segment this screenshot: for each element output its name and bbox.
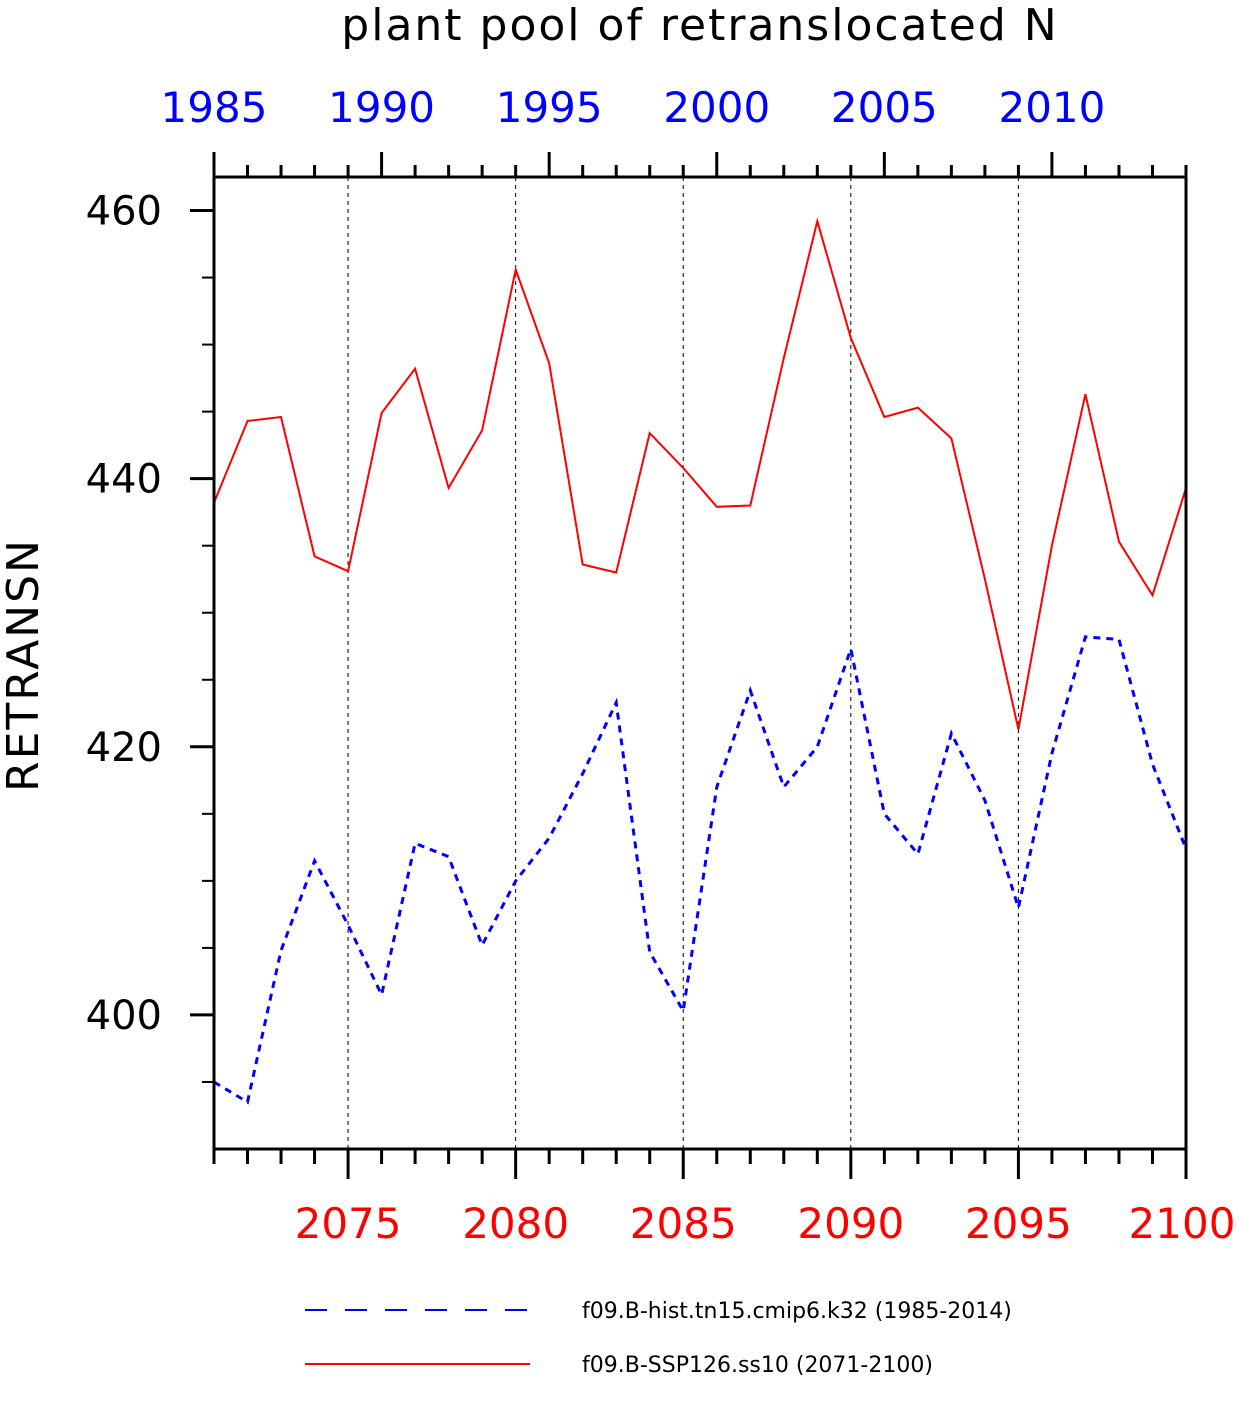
top-tick-label: 1995	[496, 83, 603, 132]
top-tick-label: 2005	[831, 83, 938, 132]
y-tick-label: 420	[86, 725, 162, 771]
top-tick-label: 1990	[328, 83, 435, 132]
bottom-tick-label: 2075	[295, 1199, 402, 1248]
y-tick-label: 400	[86, 993, 162, 1039]
bottom-tick-label: 2095	[965, 1199, 1072, 1248]
top-axis: 1985 1990 1995 2000 2005 2010	[161, 83, 1188, 177]
top-tick-label: 2000	[663, 83, 770, 132]
bottom-tick-label: 2100	[1129, 1199, 1236, 1248]
y-tick-label: 440	[86, 457, 162, 503]
legend: f09.B-hist.tn15.cmip6.k32 (1985-2014) f09…	[305, 1299, 1012, 1378]
ssp126-series-line	[213, 217, 1187, 730]
plot-frame	[212, 175, 1188, 1151]
bottom-tick-label: 2085	[630, 1199, 737, 1248]
legend-label: f09.B-SSP126.ss10 (2071-2100)	[582, 1353, 933, 1378]
legend-label: f09.B-hist.tn15.cmip6.k32 (1985-2014)	[582, 1299, 1012, 1324]
top-tick-label: 1985	[161, 83, 268, 132]
y-tick-label: 460	[86, 189, 162, 235]
bottom-tick-label: 2090	[797, 1199, 904, 1248]
y-axis-label: RETRANSN	[0, 538, 49, 792]
plot-series	[213, 217, 1188, 1105]
bottom-axis: 2075 2080 2085 2090 2095 2100	[212, 1149, 1236, 1248]
hist-series-line	[213, 635, 1188, 1105]
chart-title: plant pool of retranslocated N	[341, 0, 1058, 51]
bottom-tick-label: 2080	[462, 1199, 569, 1248]
top-tick-label: 2010	[998, 83, 1105, 132]
y-axis: 400 420 440 460	[86, 189, 214, 1083]
